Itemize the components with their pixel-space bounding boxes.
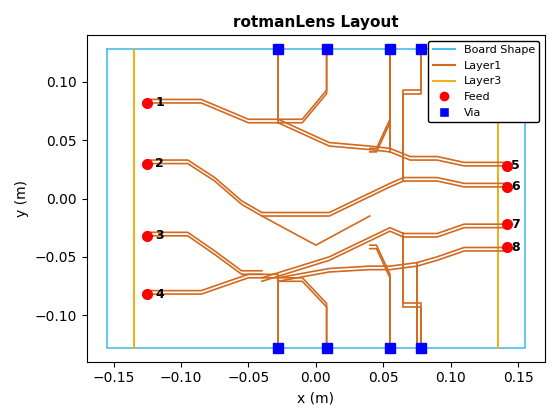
X-axis label: x (m): x (m) — [297, 391, 334, 405]
Title: rotmanLens Layout: rotmanLens Layout — [233, 15, 399, 30]
Text: 2: 2 — [156, 157, 164, 170]
Text: 1: 1 — [156, 97, 164, 110]
Text: 4: 4 — [156, 288, 164, 301]
Text: 3: 3 — [156, 229, 164, 242]
Y-axis label: y (m): y (m) — [15, 180, 29, 217]
Text: 7: 7 — [511, 218, 520, 231]
Text: 6: 6 — [511, 180, 520, 193]
Text: 8: 8 — [511, 241, 520, 254]
Legend: Board Shape, Layer1, Layer3, Feed, Via: Board Shape, Layer1, Layer3, Feed, Via — [428, 41, 539, 122]
Text: 5: 5 — [511, 159, 520, 172]
